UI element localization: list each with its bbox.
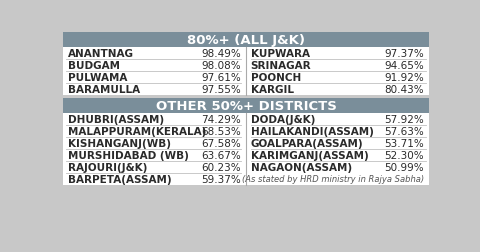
Text: NAGAON(ASSAM): NAGAON(ASSAM)	[251, 162, 352, 172]
Text: 94.65%: 94.65%	[384, 61, 424, 71]
Text: 67.58%: 67.58%	[202, 139, 241, 148]
Text: 50.99%: 50.99%	[384, 162, 424, 172]
Text: 74.29%: 74.29%	[202, 115, 241, 125]
Text: 98.49%: 98.49%	[202, 49, 241, 59]
Text: 80%+ (ALL J&K): 80%+ (ALL J&K)	[187, 34, 305, 47]
Text: KUPWARA: KUPWARA	[251, 49, 310, 59]
Text: PULWAMA: PULWAMA	[68, 73, 127, 83]
Text: 97.61%: 97.61%	[202, 73, 241, 83]
Bar	[63, 161, 429, 173]
Text: 68.53%: 68.53%	[202, 127, 241, 137]
Text: BARPETA(ASSAM): BARPETA(ASSAM)	[68, 174, 171, 184]
Text: 52.30%: 52.30%	[384, 150, 424, 161]
Text: KARGIL: KARGIL	[251, 84, 294, 94]
Text: RAJOURI(J&K): RAJOURI(J&K)	[68, 162, 147, 172]
Bar	[63, 149, 429, 161]
Bar	[63, 72, 429, 84]
Text: POONCH: POONCH	[251, 73, 301, 83]
Text: 59.37%: 59.37%	[202, 174, 241, 184]
Text: KISHANGANJ(WB): KISHANGANJ(WB)	[68, 139, 171, 148]
Text: SRINAGAR: SRINAGAR	[251, 61, 311, 71]
Text: HAILAKANDI(ASSAM): HAILAKANDI(ASSAM)	[251, 127, 373, 137]
Text: MALAPPURAM(KERALA): MALAPPURAM(KERALA)	[68, 127, 206, 137]
Bar	[63, 96, 429, 99]
Bar	[63, 99, 429, 114]
Text: ANANTNAG: ANANTNAG	[68, 49, 134, 59]
Text: DODA(J&K): DODA(J&K)	[251, 115, 315, 125]
Bar	[63, 138, 429, 149]
Text: 91.92%: 91.92%	[384, 73, 424, 83]
Bar	[63, 84, 429, 96]
Text: (As stated by HRD ministry in Rajya Sabha): (As stated by HRD ministry in Rajya Sabh…	[242, 175, 424, 184]
Text: DHUBRI(ASSAM): DHUBRI(ASSAM)	[68, 115, 164, 125]
Text: 97.37%: 97.37%	[384, 49, 424, 59]
Bar	[63, 33, 429, 48]
Bar	[63, 126, 429, 138]
Text: OTHER 50%+ DISTRICTS: OTHER 50%+ DISTRICTS	[156, 100, 336, 113]
Bar	[63, 48, 429, 60]
Text: 57.63%: 57.63%	[384, 127, 424, 137]
Text: KARIMGANJ(ASSAM): KARIMGANJ(ASSAM)	[251, 150, 369, 161]
Text: MURSHIDABAD (WB): MURSHIDABAD (WB)	[68, 150, 189, 161]
Bar	[63, 173, 429, 185]
Bar	[63, 114, 429, 126]
Text: 97.55%: 97.55%	[202, 84, 241, 94]
Text: 63.67%: 63.67%	[202, 150, 241, 161]
Text: BUDGAM: BUDGAM	[68, 61, 120, 71]
Text: 60.23%: 60.23%	[202, 162, 241, 172]
Text: BARAMULLA: BARAMULLA	[68, 84, 140, 94]
Text: 57.92%: 57.92%	[384, 115, 424, 125]
Text: GOALPARA(ASSAM): GOALPARA(ASSAM)	[251, 139, 363, 148]
Bar	[63, 60, 429, 72]
Text: 53.71%: 53.71%	[384, 139, 424, 148]
Text: 80.43%: 80.43%	[384, 84, 424, 94]
Text: 98.08%: 98.08%	[202, 61, 241, 71]
